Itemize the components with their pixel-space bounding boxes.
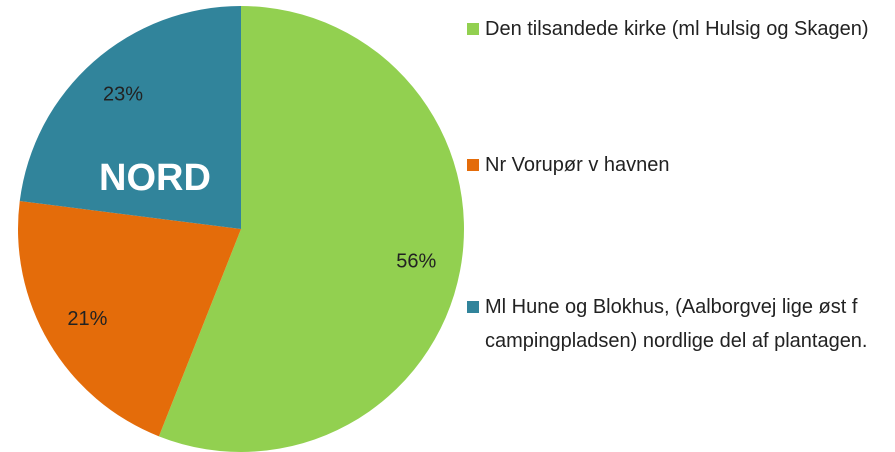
- legend-item: Nr Vorupør v havnen: [467, 148, 887, 182]
- legend-label: Den tilsandede kirke (ml Hulsig og Skage…: [485, 18, 869, 40]
- legend-item: Ml Hune og Blokhus, (Aalborgvej lige øst…: [467, 290, 887, 358]
- legend-swatch: [467, 301, 479, 313]
- data-label: 23%: [103, 83, 143, 105]
- data-label: 21%: [67, 308, 107, 330]
- legend-label: Ml Hune og Blokhus, (Aalborgvej lige øst…: [485, 296, 868, 352]
- legend-item: Den tilsandede kirke (ml Hulsig og Skage…: [467, 12, 887, 46]
- annotation: NORD: [99, 157, 211, 199]
- pie-slice: [17, 201, 241, 437]
- legend-swatch: [467, 23, 479, 35]
- legend-label: Nr Vorupør v havnen: [485, 154, 670, 176]
- pie-slice: [19, 6, 241, 229]
- pie-slice: [158, 6, 464, 452]
- data-label: 56%: [396, 251, 436, 273]
- legend-swatch: [467, 159, 479, 171]
